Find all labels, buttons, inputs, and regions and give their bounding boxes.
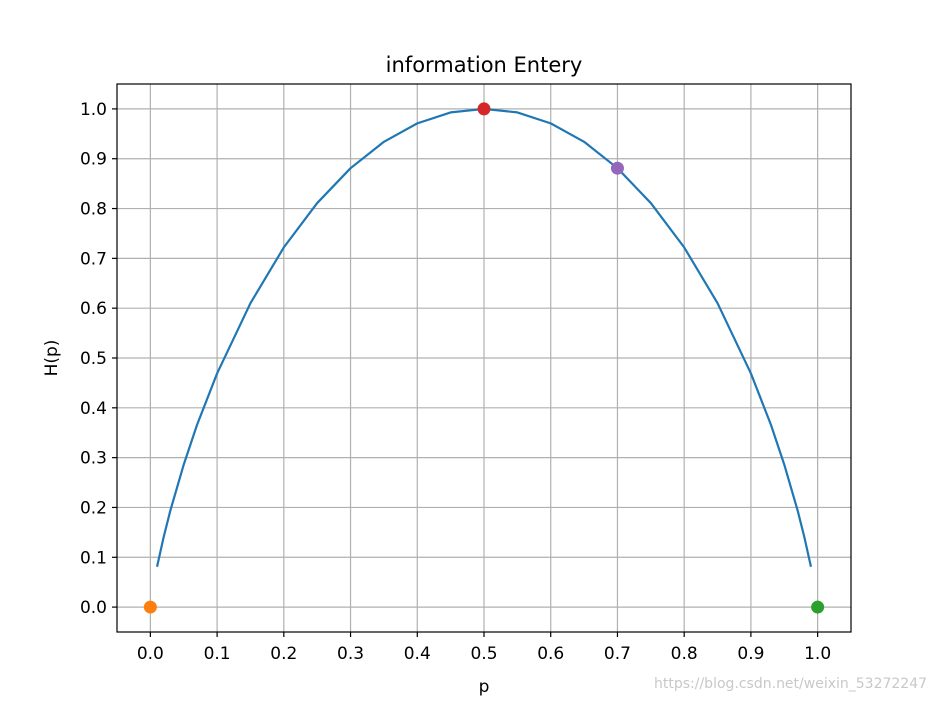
x-axis-label: p	[479, 677, 490, 697]
x-tick-label: 1.0	[804, 644, 831, 664]
x-tick-label: 0.8	[671, 644, 698, 664]
x-tick-label: 0.6	[537, 644, 564, 664]
data-point	[811, 600, 825, 614]
y-tick-label: 0.3	[80, 449, 107, 469]
x-tick-label: 0.4	[404, 644, 431, 664]
y-tick-label: 0.1	[80, 548, 107, 568]
y-tick-label: 0.6	[80, 299, 107, 319]
y-tick-label: 0.5	[80, 349, 107, 369]
axis-ticks: 0.0 0.1 0.2 0.3 0.4 0.5 0.6 0.7 0.8 0.9 1.0 0.0 0.1 0…	[80, 100, 831, 664]
data-point	[143, 600, 157, 614]
data-point	[477, 102, 491, 116]
y-tick-label: 1.0	[80, 100, 107, 120]
x-tick-label: 0.0	[137, 644, 164, 664]
x-tick-label: 0.9	[737, 644, 764, 664]
grid	[117, 84, 851, 632]
chart-title: information Entery	[386, 53, 583, 77]
data-point	[610, 161, 624, 175]
x-tick-label: 0.1	[204, 644, 231, 664]
x-tick-label: 0.5	[470, 644, 497, 664]
x-tick-label: 0.3	[337, 644, 364, 664]
y-tick-label: 0.2	[80, 498, 107, 518]
y-tick-label: 0.9	[80, 150, 107, 170]
watermark: https://blog.csdn.net/weixin_53272247	[654, 676, 928, 692]
plot-area	[143, 102, 825, 614]
x-tick-label: 0.7	[604, 644, 631, 664]
y-tick-label: 0.0	[80, 598, 107, 618]
y-tick-label: 0.8	[80, 200, 107, 220]
y-axis-label: H(p)	[42, 340, 62, 377]
y-tick-label: 0.7	[80, 249, 107, 269]
y-tick-label: 0.4	[80, 399, 107, 419]
x-tick-label: 0.2	[270, 644, 297, 664]
